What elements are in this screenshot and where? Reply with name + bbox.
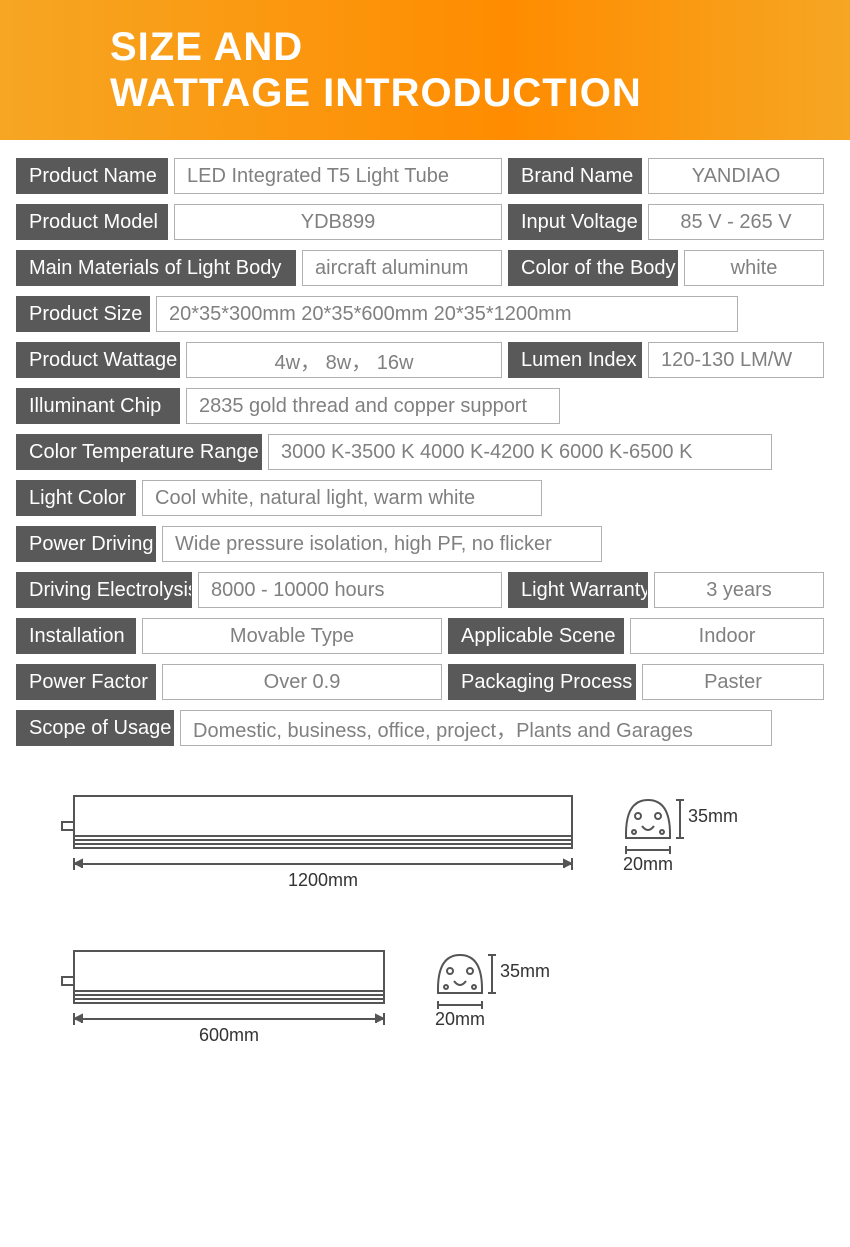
- spec-value: YANDIAO: [648, 158, 824, 194]
- spec-value: Wide pressure isolation, high PF, no fli…: [162, 526, 602, 562]
- spec-value: YDB899: [174, 204, 502, 240]
- spec-label: Applicable Scene: [448, 618, 624, 654]
- spec-label: Scope of Usage: [16, 710, 174, 746]
- spec-label: Illuminant Chip: [16, 388, 180, 424]
- spec-label: Product Model: [16, 204, 168, 240]
- spec-value: white: [684, 250, 824, 286]
- title-line2: WATTAGE INTRODUCTION: [110, 70, 850, 116]
- spec-value: 85 V - 265 V: [648, 204, 824, 240]
- tube-length-label: 600mm: [199, 1025, 259, 1045]
- size-diagram: 600mm 35mm 20mm: [60, 941, 790, 1056]
- profile-width-label: 20mm: [623, 854, 673, 874]
- spec-label: Power Driving: [16, 526, 156, 562]
- spec-label: Product Wattage: [16, 342, 180, 378]
- spec-value: Domestic, business, office, project，Plan…: [180, 710, 772, 746]
- spec-value: 20*35*300mm 20*35*600mm 20*35*1200mm: [156, 296, 738, 332]
- profile-width-label: 20mm: [435, 1009, 485, 1029]
- spec-label: Power Factor: [16, 664, 156, 700]
- spec-label: Light Warranty: [508, 572, 648, 608]
- spec-label: Product Size: [16, 296, 150, 332]
- spec-row: Driving Electrolysis8000 - 10000 hoursLi…: [16, 572, 834, 608]
- spec-label: Light Color: [16, 480, 136, 516]
- spec-row: Product Size20*35*300mm 20*35*600mm 20*3…: [16, 296, 834, 332]
- spec-value: 2835 gold thread and copper support: [186, 388, 560, 424]
- tube-profile-icon: 35mm 20mm: [420, 941, 560, 1051]
- spec-row: Illuminant Chip2835 gold thread and copp…: [16, 388, 834, 424]
- spec-row: Product ModelYDB899Input Voltage85 V - 2…: [16, 204, 834, 240]
- spec-value: 3000 K-3500 K 4000 K-4200 K 6000 K-6500 …: [268, 434, 772, 470]
- spec-label: Lumen Index: [508, 342, 642, 378]
- profile-height-label: 35mm: [500, 961, 550, 981]
- title-banner: SIZE AND WATTAGE INTRODUCTION: [0, 0, 850, 140]
- spec-label: Product Name: [16, 158, 168, 194]
- profile-height-label: 35mm: [688, 806, 738, 826]
- tube-profile-icon: 35mm 20mm: [608, 786, 748, 896]
- tube-length-label: 1200mm: [288, 870, 358, 890]
- spec-row: Power DrivingWide pressure isolation, hi…: [16, 526, 834, 562]
- spec-value: 8000 - 10000 hours: [198, 572, 502, 608]
- spec-label: Input Voltage: [508, 204, 642, 240]
- spec-value: Movable Type: [142, 618, 442, 654]
- spec-row: Light ColorCool white, natural light, wa…: [16, 480, 834, 516]
- spec-row: Color Temperature Range3000 K-3500 K 400…: [16, 434, 834, 470]
- spec-label: Color Temperature Range: [16, 434, 262, 470]
- size-diagrams: 1200mm 35mm 20mm: [0, 766, 850, 1136]
- spec-row: Scope of UsageDomestic, business, office…: [16, 710, 834, 746]
- spec-label: Driving Electrolysis: [16, 572, 192, 608]
- spec-row: Product NameLED Integrated T5 Light Tube…: [16, 158, 834, 194]
- spec-label: Brand Name: [508, 158, 642, 194]
- spec-value: Paster: [642, 664, 824, 700]
- size-diagram: 1200mm 35mm 20mm: [60, 786, 790, 901]
- spec-value: Over 0.9: [162, 664, 442, 700]
- spec-value: 3 years: [654, 572, 824, 608]
- spec-row: Power FactorOver 0.9Packaging ProcessPas…: [16, 664, 834, 700]
- spec-value: Indoor: [630, 618, 824, 654]
- spec-row: InstallationMovable TypeApplicable Scene…: [16, 618, 834, 654]
- spec-value: 120-130 LM/W: [648, 342, 824, 378]
- spec-row: Product Wattage4w， 8w， 16wLumen Index120…: [16, 342, 834, 378]
- title-line1: SIZE AND: [110, 24, 850, 70]
- spec-value: Cool white, natural light, warm white: [142, 480, 542, 516]
- tube-side-icon: 600mm: [60, 941, 400, 1051]
- spec-table: Product NameLED Integrated T5 Light Tube…: [0, 140, 850, 766]
- tube-side-icon: 1200mm: [60, 786, 588, 896]
- spec-row: Main Materials of Light Bodyaircraft alu…: [16, 250, 834, 286]
- spec-label: Color of the Body: [508, 250, 678, 286]
- spec-value: LED Integrated T5 Light Tube: [174, 158, 502, 194]
- spec-label: Installation: [16, 618, 136, 654]
- spec-label: Packaging Process: [448, 664, 636, 700]
- spec-label: Main Materials of Light Body: [16, 250, 296, 286]
- spec-value: 4w， 8w， 16w: [186, 342, 502, 378]
- spec-value: aircraft aluminum: [302, 250, 502, 286]
